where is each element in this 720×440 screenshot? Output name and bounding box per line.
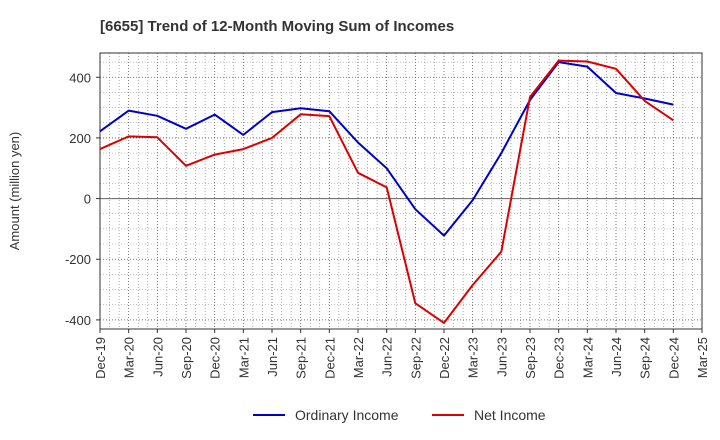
y-tick-label: -400 bbox=[65, 313, 91, 328]
grid-lines bbox=[100, 53, 702, 329]
x-tick-label: Dec-20 bbox=[208, 337, 223, 379]
series-line bbox=[99, 59, 674, 324]
y-tick-labels: 400 200 0 -200 -400 bbox=[65, 70, 100, 328]
legend-label: Net Income bbox=[474, 407, 546, 423]
x-tick-label: Mar-23 bbox=[466, 337, 481, 378]
x-tick-label: Mar-20 bbox=[122, 337, 137, 378]
y-axis-label: Amount (million yen) bbox=[7, 132, 22, 251]
x-tick-label: Dec-23 bbox=[552, 337, 567, 379]
series-lines bbox=[99, 59, 674, 324]
x-tick-label: Dec-19 bbox=[93, 337, 108, 379]
x-tick-label: Jun-23 bbox=[494, 337, 509, 377]
x-tick-label: Sep-20 bbox=[179, 337, 194, 379]
x-tick-label: Sep-22 bbox=[408, 337, 423, 379]
y-tick-label: 200 bbox=[69, 131, 91, 146]
x-tick-label: Dec-21 bbox=[322, 337, 337, 379]
x-tick-label: Mar-21 bbox=[236, 337, 251, 378]
y-tick-label: 0 bbox=[84, 192, 91, 207]
legend-label: Ordinary Income bbox=[295, 407, 399, 423]
x-tick-label: Jun-24 bbox=[609, 337, 624, 377]
y-tick-label: 400 bbox=[69, 70, 91, 85]
x-tick-label: Sep-23 bbox=[523, 337, 538, 379]
series-line bbox=[99, 61, 674, 237]
x-tick-label: Mar-24 bbox=[580, 337, 595, 378]
x-tick-label: Jun-22 bbox=[380, 337, 395, 377]
x-tick-labels: Dec-19 Mar-20 Jun-20 Sep-20 Dec-20 Mar-21 Jun-… bbox=[93, 329, 710, 379]
plot-area-frame bbox=[99, 52, 703, 330]
x-tick-label: Jun-21 bbox=[265, 337, 280, 377]
y-tick-label: -200 bbox=[65, 252, 91, 267]
x-tick-label: Jun-20 bbox=[150, 337, 165, 377]
x-tick-label: Dec-24 bbox=[666, 337, 681, 379]
x-tick-label: Sep-21 bbox=[294, 337, 309, 379]
x-tick-label: Dec-22 bbox=[437, 337, 452, 379]
chart-title: [6655] Trend of 12-Month Moving Sum of I… bbox=[100, 18, 454, 35]
x-tick-label: Mar-22 bbox=[351, 337, 366, 378]
x-tick-label: Sep-24 bbox=[638, 337, 653, 379]
x-tick-label: Mar-25 bbox=[695, 337, 710, 378]
legend: Ordinary Income Net Income bbox=[253, 407, 546, 423]
